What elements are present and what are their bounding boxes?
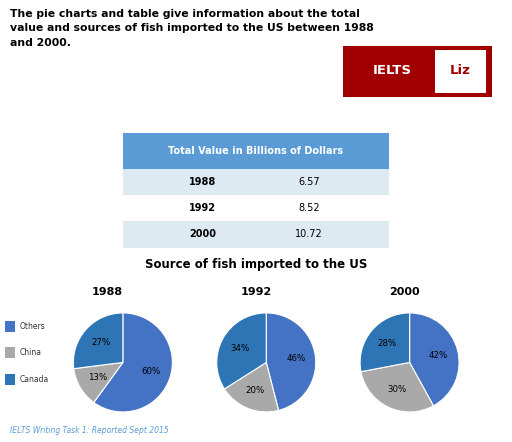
Text: 2000: 2000	[189, 229, 216, 240]
Bar	[5, 374, 15, 385]
Wedge shape	[360, 313, 410, 372]
Wedge shape	[73, 313, 123, 369]
Wedge shape	[74, 362, 123, 403]
Text: 6.57: 6.57	[298, 177, 320, 187]
Text: 34%: 34%	[230, 343, 250, 353]
Text: 46%: 46%	[286, 354, 305, 363]
Text: 30%: 30%	[388, 385, 407, 394]
Bar	[123, 133, 389, 169]
Text: 10.72: 10.72	[295, 229, 323, 240]
Text: 1992: 1992	[189, 203, 216, 213]
Text: 1992: 1992	[240, 287, 272, 297]
Text: 28%: 28%	[377, 339, 396, 348]
Wedge shape	[94, 313, 173, 412]
Bar	[5, 321, 15, 332]
Text: Canada: Canada	[19, 375, 49, 384]
Text: Source of fish imported to the US: Source of fish imported to the US	[145, 258, 367, 271]
Text: 20%: 20%	[246, 385, 265, 395]
Wedge shape	[410, 313, 459, 406]
Text: The pie charts and table give information about the total
value and sources of f: The pie charts and table give informatio…	[10, 9, 374, 48]
Text: 60%: 60%	[141, 367, 161, 376]
Bar	[123, 169, 389, 195]
Wedge shape	[217, 313, 266, 389]
Text: IELTS: IELTS	[373, 64, 412, 77]
Text: Others: Others	[19, 322, 45, 331]
Wedge shape	[224, 362, 279, 412]
Bar	[5, 347, 15, 358]
Wedge shape	[361, 362, 434, 412]
Text: 2000: 2000	[389, 287, 420, 297]
Text: 1988: 1988	[189, 177, 217, 187]
Bar	[435, 50, 485, 93]
Bar	[123, 221, 389, 248]
Text: IELTS Writing Task 1: Reported Sept 2015: IELTS Writing Task 1: Reported Sept 2015	[10, 427, 169, 435]
Text: 27%: 27%	[91, 338, 110, 347]
Text: Liz: Liz	[450, 64, 471, 77]
Text: 8.52: 8.52	[298, 203, 320, 213]
Text: China: China	[19, 348, 41, 357]
Text: 1988: 1988	[92, 287, 123, 297]
Wedge shape	[266, 313, 316, 410]
Text: 13%: 13%	[88, 373, 107, 382]
Text: Total Value in Billions of Dollars: Total Value in Billions of Dollars	[168, 146, 344, 156]
Text: 42%: 42%	[429, 351, 448, 359]
Bar	[123, 195, 389, 221]
